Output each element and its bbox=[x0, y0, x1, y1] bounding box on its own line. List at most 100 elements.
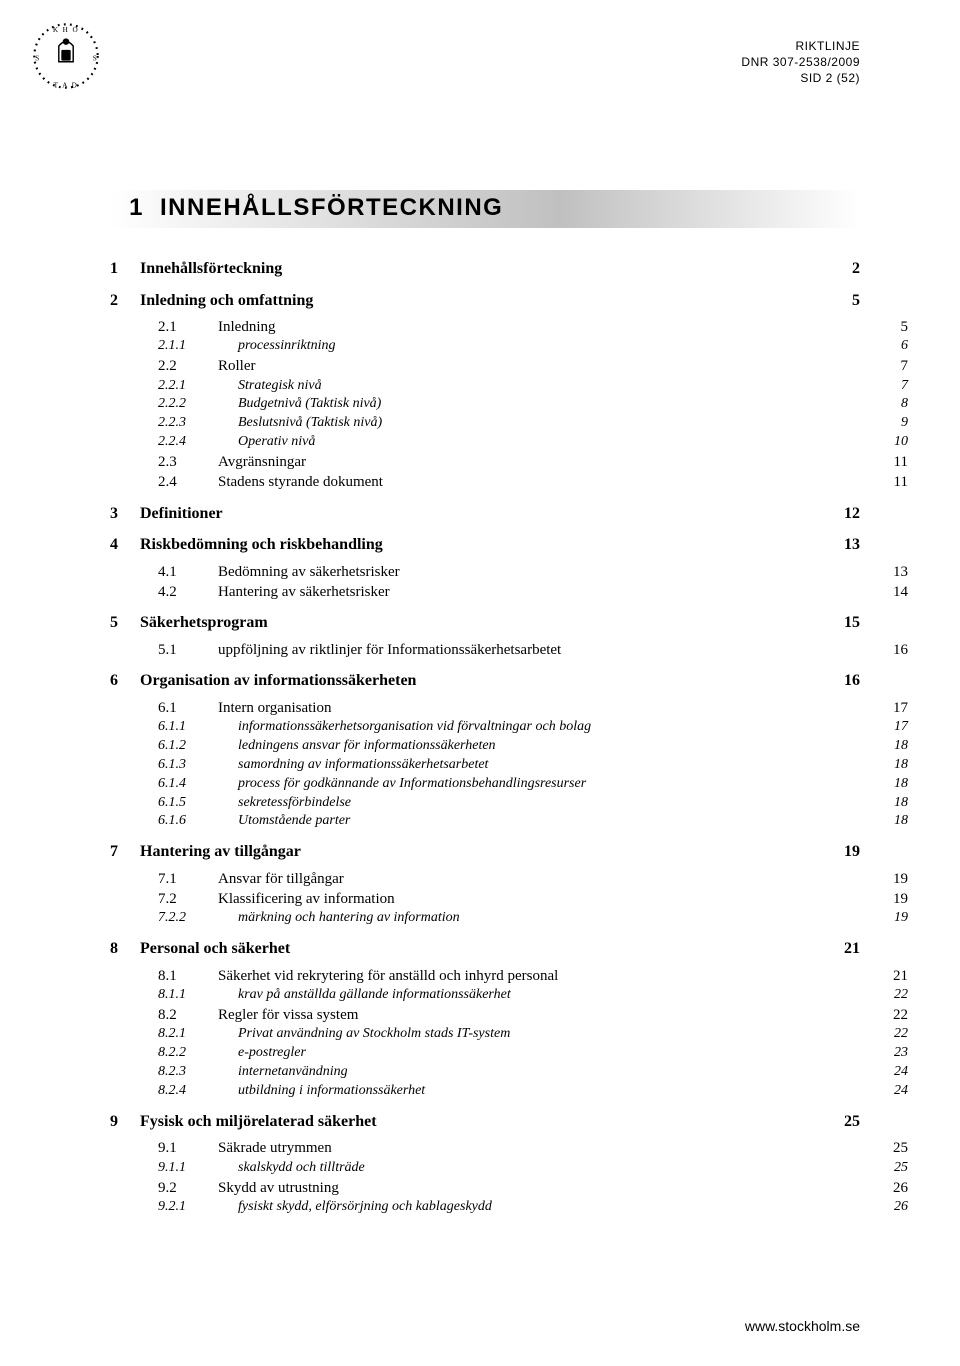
toc-row: 6.1.5sekretessförbindelse 18 bbox=[158, 794, 908, 813]
toc-row: 2.2.3Beslutsnivå (Taktisk nivå)9 bbox=[158, 414, 908, 433]
toc-title: Säkrade utrymmen bbox=[218, 1138, 332, 1158]
toc-page: 25 bbox=[884, 1138, 908, 1158]
toc-num: 6.1 bbox=[158, 698, 218, 718]
toc-num: 2.2.4 bbox=[158, 433, 238, 452]
toc-num: 6.1.1 bbox=[158, 718, 238, 737]
toc-page: 13 bbox=[836, 534, 860, 556]
toc-row: 4.2Hantering av säkerhetsrisker14 bbox=[158, 582, 908, 602]
toc-title: Innehållsförteckning bbox=[140, 258, 282, 280]
toc-row: 9.2.1fysiskt skydd, elförsörjning och ka… bbox=[158, 1198, 908, 1217]
toc-page: 9 bbox=[884, 414, 908, 433]
toc-row: 4Riskbedömning och riskbehandling13 bbox=[110, 534, 860, 556]
toc-num: 2 bbox=[110, 290, 140, 312]
toc-title: Regler för vissa system bbox=[218, 1005, 358, 1025]
toc-page: 25 bbox=[884, 1159, 908, 1178]
toc-title: Ansvar för tillgångar bbox=[218, 869, 344, 889]
toc-num: 9.1 bbox=[158, 1138, 218, 1158]
toc-num: 9 bbox=[110, 1111, 140, 1133]
toc-row: 8Personal och säkerhet21 bbox=[110, 938, 860, 960]
footer-text: www.stockholm.se bbox=[745, 1318, 860, 1334]
toc-page: 11 bbox=[884, 452, 908, 472]
toc-num: 2.1 bbox=[158, 317, 218, 337]
toc-num: 7 bbox=[110, 841, 140, 863]
toc-page: 25 bbox=[836, 1111, 860, 1133]
toc-num: 6.1.5 bbox=[158, 794, 238, 813]
toc-row: 4.1Bedömning av säkerhetsrisker13 bbox=[158, 562, 908, 582]
toc-num: 8.2.4 bbox=[158, 1082, 238, 1101]
header-line3: SID 2 (52) bbox=[741, 70, 860, 86]
toc-row: 2.1.1processinriktning6 bbox=[158, 337, 908, 356]
toc-page: 7 bbox=[884, 356, 908, 376]
toc-row: 2.2.1Strategisk nivå7 bbox=[158, 377, 908, 396]
toc-num: 8.1.1 bbox=[158, 986, 238, 1005]
toc-row: 8.2.2e-postregler23 bbox=[158, 1044, 908, 1063]
toc-num: 9.2.1 bbox=[158, 1198, 238, 1217]
toc-num: 9.2 bbox=[158, 1178, 218, 1198]
page-title-num: 1 bbox=[110, 194, 144, 222]
toc-title: processinriktning bbox=[238, 337, 335, 356]
toc-page: 22 bbox=[884, 1005, 908, 1025]
toc-title: process för godkännande av Informationsb… bbox=[238, 775, 586, 794]
toc-num: 2.4 bbox=[158, 472, 218, 492]
toc-row: 8.2Regler för vissa system22 bbox=[158, 1005, 908, 1025]
toc-num: 8.2.1 bbox=[158, 1025, 238, 1044]
toc-page: 8 bbox=[884, 395, 908, 414]
toc-num: 2.2.2 bbox=[158, 395, 238, 414]
toc-page: 19 bbox=[884, 869, 908, 889]
toc-row: 7Hantering av tillgångar 19 bbox=[110, 841, 860, 863]
toc-row: 2.2Roller7 bbox=[158, 356, 908, 376]
toc-title: ledningens ansvar för informationssäkerh… bbox=[238, 737, 496, 756]
toc-page: 19 bbox=[836, 841, 860, 863]
toc-row: 7.1Ansvar för tillgångar19 bbox=[158, 869, 908, 889]
toc-title: internetanvändning bbox=[238, 1063, 348, 1082]
toc-row: 7.2Klassificering av information19 bbox=[158, 889, 908, 909]
toc-title: Hantering av tillgångar bbox=[140, 841, 301, 863]
header-line2: DNR 307-2538/2009 bbox=[741, 54, 860, 70]
toc-row: 9Fysisk och miljörelaterad säkerhet 25 bbox=[110, 1111, 860, 1133]
svg-text:K H O: K H O bbox=[53, 26, 79, 34]
toc-title: samordning av informationssäkerhetsarbet… bbox=[238, 756, 488, 775]
toc-row: 6Organisation av informationssäkerheten1… bbox=[110, 670, 860, 692]
toc-row: 6.1Intern organisation17 bbox=[158, 698, 908, 718]
toc-page: 17 bbox=[884, 698, 908, 718]
toc-row: 3Definitioner12 bbox=[110, 503, 860, 525]
toc-num: 6.1.6 bbox=[158, 812, 238, 831]
toc-title: e-postregler bbox=[238, 1044, 306, 1063]
toc-title: uppföljning av riktlinjer för Informatio… bbox=[218, 640, 561, 660]
toc-title: Stadens styrande dokument bbox=[218, 472, 383, 492]
toc-title: märkning och hantering av information bbox=[238, 909, 460, 928]
toc-page: 19 bbox=[884, 889, 908, 909]
toc-num: 6 bbox=[110, 670, 140, 692]
toc-row: 2.1Inledning5 bbox=[158, 317, 908, 337]
toc-title: Budgetnivå (Taktisk nivå) bbox=[238, 395, 381, 414]
toc-page: 17 bbox=[884, 718, 908, 737]
toc-page: 21 bbox=[884, 966, 908, 986]
toc-title: fysiskt skydd, elförsörjning och kablage… bbox=[238, 1198, 492, 1217]
toc-page: 13 bbox=[884, 562, 908, 582]
footer: www.stockholm.se bbox=[745, 1318, 860, 1334]
toc-title: Inledning bbox=[218, 317, 276, 337]
toc-page: 24 bbox=[884, 1082, 908, 1101]
toc-num: 8.1 bbox=[158, 966, 218, 986]
toc-num: 5.1 bbox=[158, 640, 218, 660]
toc-page: 16 bbox=[836, 670, 860, 692]
toc-title: Skydd av utrustning bbox=[218, 1178, 339, 1198]
toc-page: 18 bbox=[884, 794, 908, 813]
toc-title: Fysisk och miljörelaterad säkerhet bbox=[140, 1111, 377, 1133]
toc-title: Roller bbox=[218, 356, 256, 376]
toc-num: 2.2.1 bbox=[158, 377, 238, 396]
page-title-block: 1 INNEHÅLLSFÖRTECKNING bbox=[110, 190, 860, 228]
toc-num: 6.1.2 bbox=[158, 737, 238, 756]
toc-row: 8.2.4utbildning i informationssäkerhet24 bbox=[158, 1082, 908, 1101]
toc-num: 2.2.3 bbox=[158, 414, 238, 433]
toc-row: 2.2.2Budgetnivå (Taktisk nivå) 8 bbox=[158, 395, 908, 414]
toc-title: sekretessförbindelse bbox=[238, 794, 351, 813]
toc-page: 12 bbox=[836, 503, 860, 525]
toc-num: 3 bbox=[110, 503, 140, 525]
table-of-contents: 1Innehållsförteckning22Inledning och omf… bbox=[110, 258, 860, 1217]
toc-row: 8.2.1Privat användning av Stockholm stad… bbox=[158, 1025, 908, 1044]
toc-row: 8.2.3internetanvändning24 bbox=[158, 1063, 908, 1082]
toc-title: Säkerhetsprogram bbox=[140, 612, 268, 634]
toc-row: 2.3Avgränsningar11 bbox=[158, 452, 908, 472]
svg-text:T A D: T A D bbox=[54, 82, 79, 90]
